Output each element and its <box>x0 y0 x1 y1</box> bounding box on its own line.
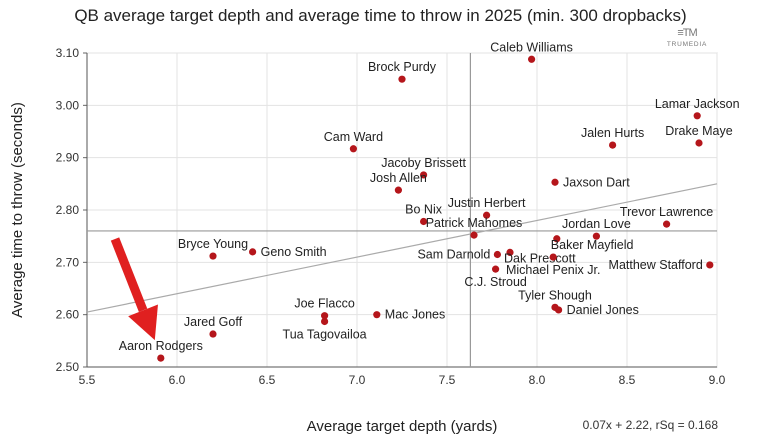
data-point <box>695 139 703 147</box>
point-label: Joe Flacco <box>294 297 354 311</box>
data-point <box>373 311 381 319</box>
data-point <box>157 354 165 362</box>
point-label: Tua Tagovailoa <box>283 327 367 341</box>
data-point <box>493 250 501 259</box>
point-label: Trevor Lawrence <box>620 205 713 219</box>
point-label: Michael Penix Jr. <box>506 263 600 277</box>
point-label: Baker Mayfield <box>551 238 634 252</box>
point-label: Justin Herbert <box>448 196 526 210</box>
chart-title: QB average target depth and average time… <box>74 6 687 25</box>
point-label: Brock Purdy <box>368 60 437 74</box>
trendline-equation: 0.07x + 2.22, rSq = 0.168 <box>582 418 718 432</box>
data-point <box>549 253 557 261</box>
point-label: Patrick Mahomes <box>426 216 523 230</box>
x-tick-label: 9.0 <box>709 373 726 387</box>
trumedia-logo: ≡TM TRUMEDIA <box>662 27 712 49</box>
point-label: Jacoby Brissett <box>381 156 466 170</box>
data-point <box>693 112 701 120</box>
y-tick-label: 3.10 <box>56 46 80 60</box>
data-point <box>609 141 617 149</box>
point-label: Matthew Stafford <box>609 258 703 272</box>
annotation-arrow-head <box>128 304 158 341</box>
y-tick-label: 2.50 <box>56 360 80 374</box>
data-point <box>209 330 217 338</box>
point-label: Bryce Young <box>178 237 248 251</box>
data-point <box>553 235 561 243</box>
point-label: Bo Nix <box>405 203 443 217</box>
data-point <box>394 186 402 194</box>
x-axis-title: Average target depth (yards) <box>307 418 498 435</box>
point-label: Jalen Hurts <box>581 126 644 140</box>
data-point <box>249 248 257 256</box>
data-point <box>483 211 491 219</box>
data-point <box>706 261 714 269</box>
point-label: Geno Smith <box>261 245 327 259</box>
data-point <box>321 312 329 320</box>
y-axis-title: Average time to throw (seconds) <box>9 102 26 318</box>
point-label: Jaxson Dart <box>563 175 630 189</box>
point-label: Sam Darnold <box>417 247 490 261</box>
x-tick-label: 6.5 <box>259 373 276 387</box>
point-label: Dak Prescott <box>504 251 576 265</box>
x-tick-label: 6.0 <box>169 373 186 387</box>
point-label: C.J. Stroud <box>464 275 527 289</box>
point-label: Josh Allen <box>370 171 427 185</box>
data-point <box>470 231 478 239</box>
trumedia-logo-mark: ≡TM <box>677 27 697 39</box>
point-label: Aaron Rodgers <box>119 339 203 353</box>
trendline <box>86 183 718 313</box>
x-tick-label: 7.5 <box>439 373 456 387</box>
data-point <box>528 55 536 63</box>
data-point <box>349 145 357 153</box>
point-label: Cam Ward <box>324 130 383 144</box>
trumedia-logo-text: TRUMEDIA <box>666 41 708 48</box>
annotation-arrow-shaft <box>110 237 148 312</box>
x-tick-label: 7.0 <box>349 373 366 387</box>
point-label: Jordan Love <box>562 217 631 231</box>
x-tick-label: 8.5 <box>619 373 636 387</box>
data-point <box>663 220 671 228</box>
point-label: Tyler Shough <box>518 288 592 302</box>
x-tick-label: 8.0 <box>529 373 546 387</box>
point-label: Caleb Williams <box>490 40 573 54</box>
y-tick-label: 3.00 <box>56 98 80 112</box>
data-point <box>420 217 428 226</box>
y-tick-label: 2.90 <box>56 151 80 165</box>
point-label: Mac Jones <box>385 308 445 322</box>
data-point <box>492 265 500 273</box>
point-label: Jared Goff <box>184 315 243 329</box>
point-label: Daniel Jones <box>567 303 639 317</box>
data-point <box>551 178 559 186</box>
data-point <box>555 306 563 314</box>
data-point <box>321 317 329 326</box>
data-point <box>506 248 514 256</box>
data-point <box>592 232 601 240</box>
y-tick-label: 2.80 <box>56 203 80 217</box>
y-tick-label: 2.60 <box>56 308 80 322</box>
data-point <box>209 252 217 260</box>
x-tick-label: 5.5 <box>79 373 96 387</box>
data-point <box>398 75 406 83</box>
point-label: Lamar Jackson <box>655 97 740 111</box>
data-point <box>420 171 428 179</box>
y-tick-label: 2.70 <box>56 255 80 269</box>
point-label: Drake Maye <box>665 124 732 138</box>
